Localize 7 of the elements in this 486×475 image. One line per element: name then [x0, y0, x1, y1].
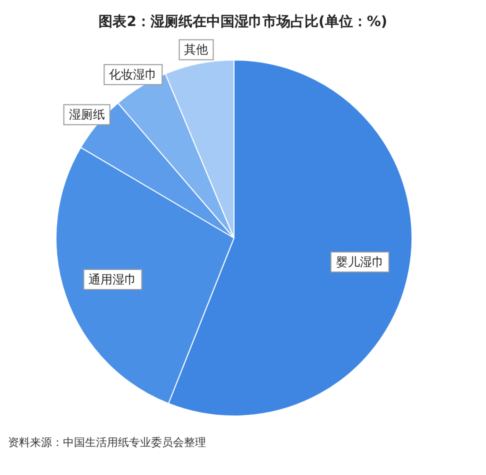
slice-label: 湿厕纸: [68, 108, 105, 122]
slice-label: 通用湿巾: [88, 272, 137, 287]
slice-label: 化妆湿巾: [109, 68, 158, 82]
slice-label: 其他: [184, 42, 208, 57]
chart-title: 图表2：湿厕纸在中国湿巾市场占比(单位：%): [98, 13, 388, 30]
slice-label: 婴儿湿巾: [336, 255, 384, 270]
text: 资料来源：中国生活用纸专业委员会整理: [8, 436, 206, 449]
